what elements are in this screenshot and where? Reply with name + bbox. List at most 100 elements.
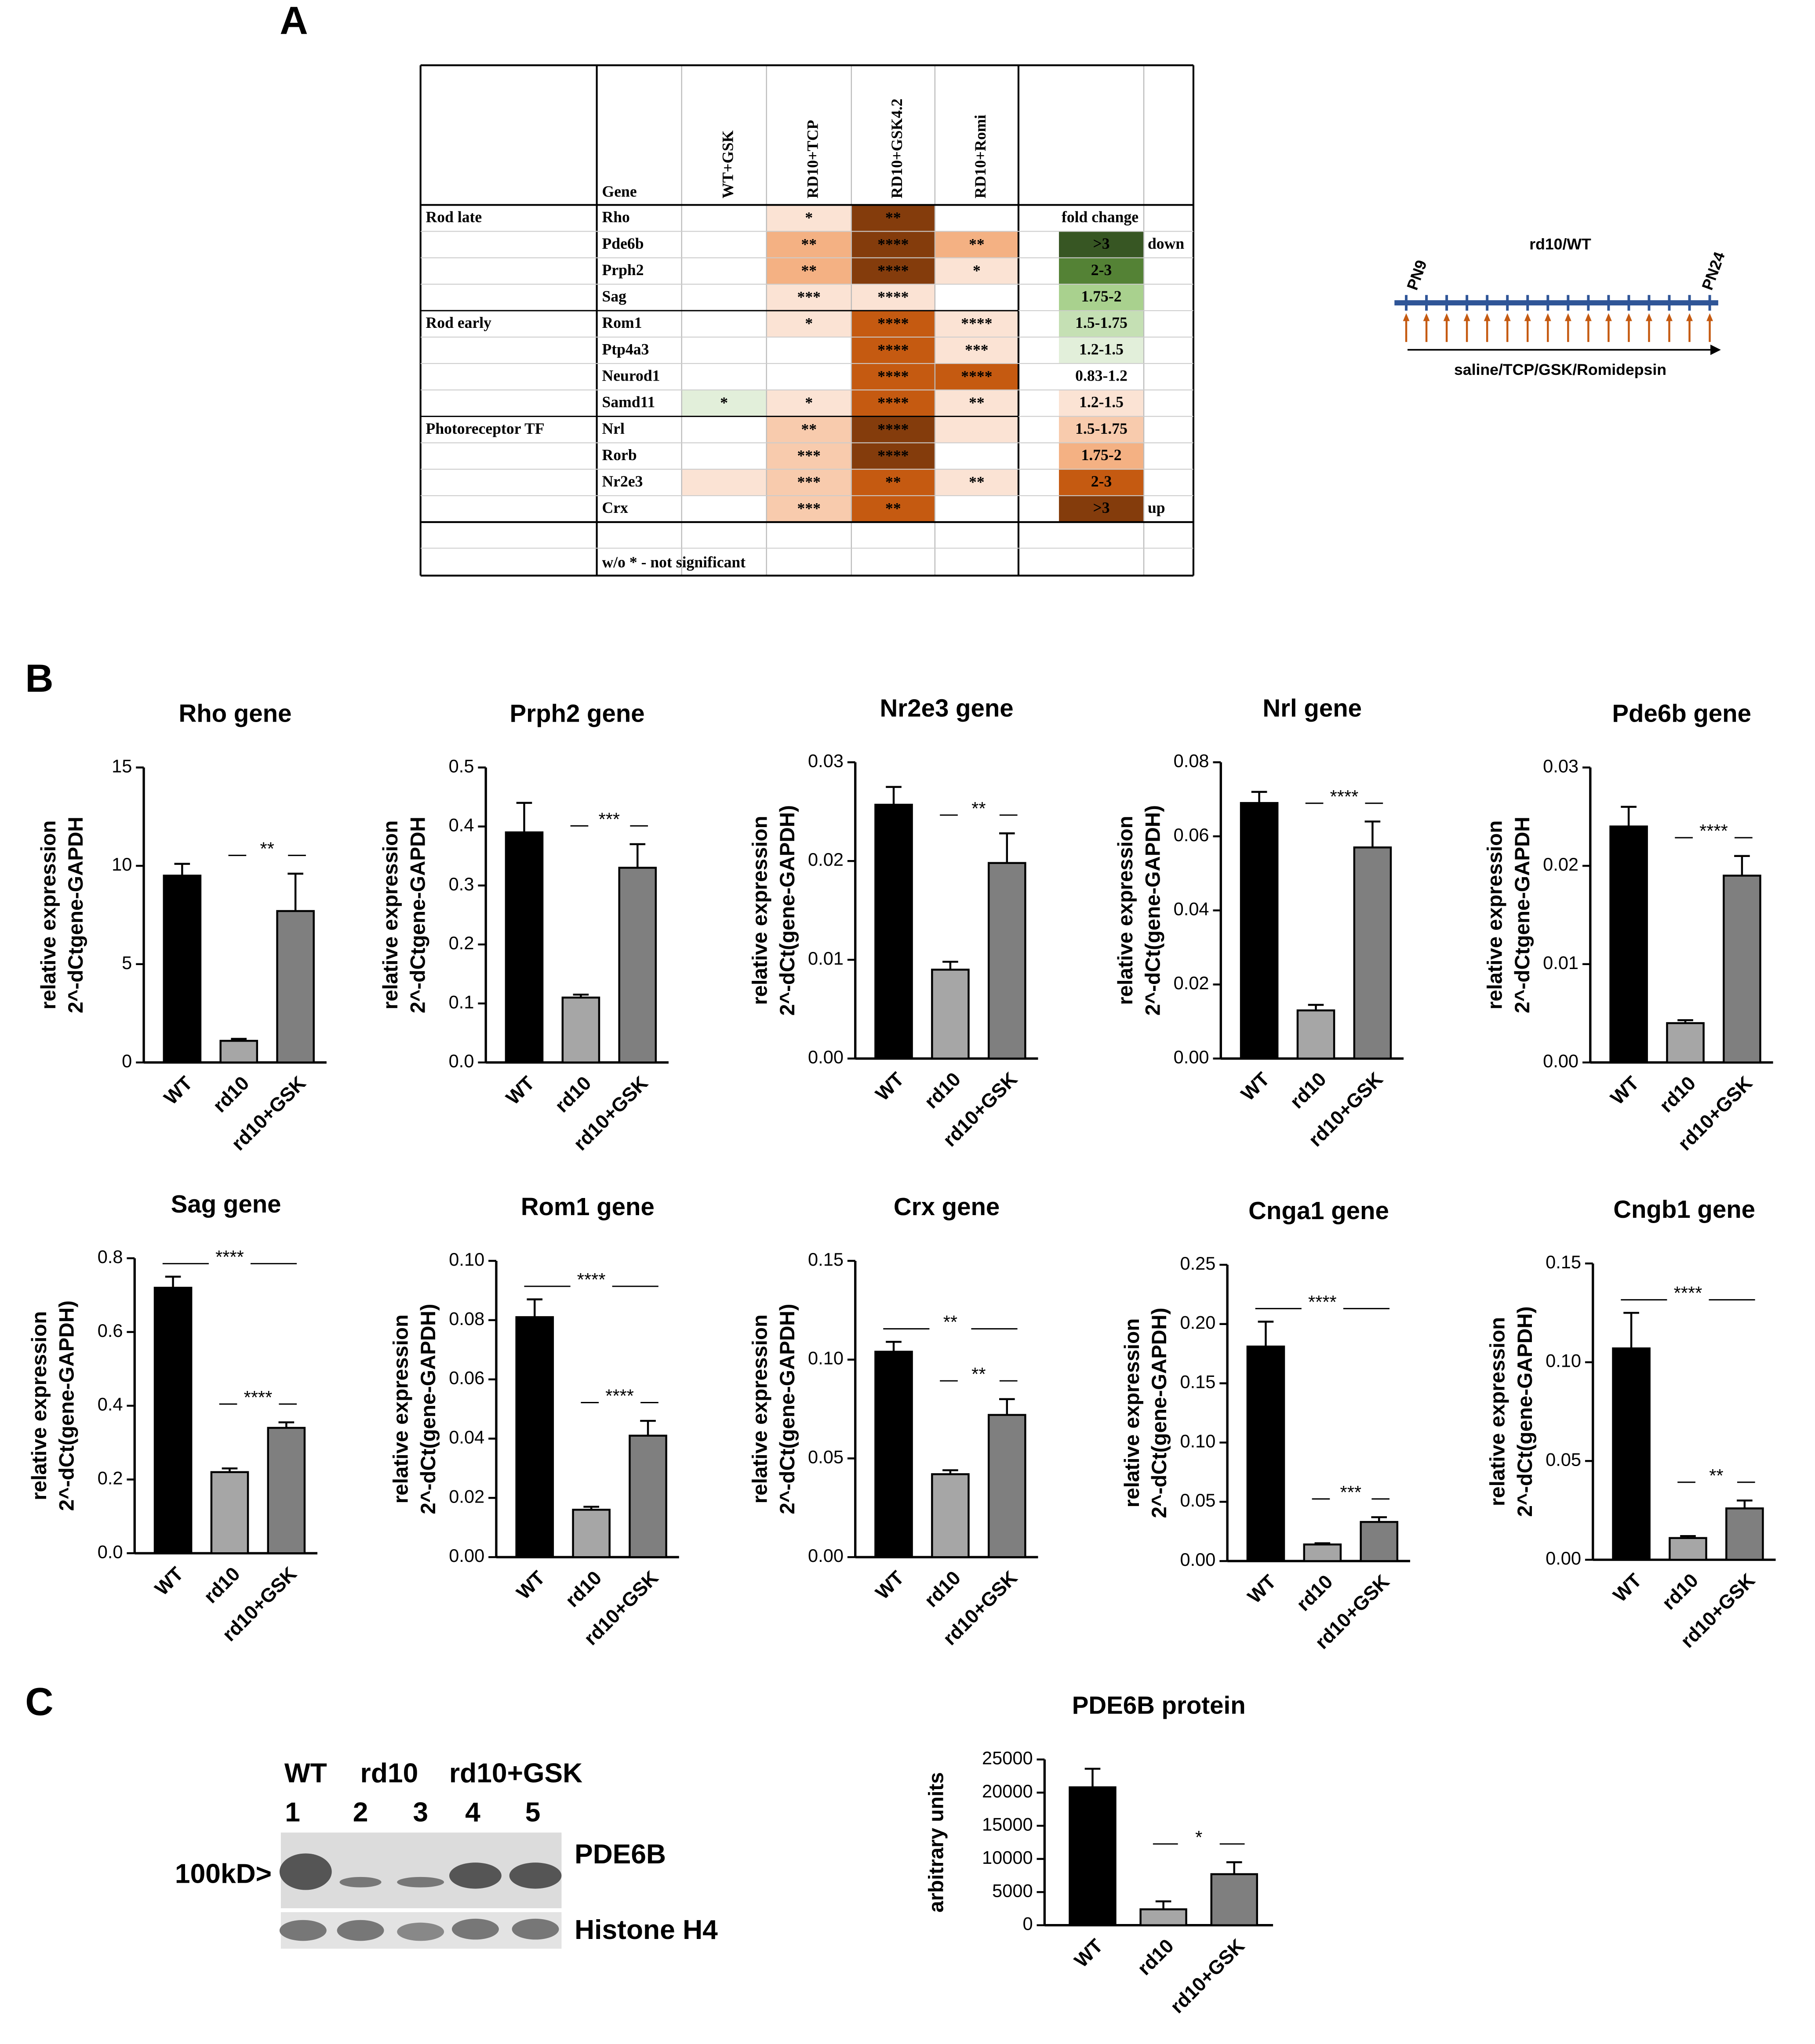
significance: *** bbox=[965, 341, 988, 359]
y-tick-label: 25000 bbox=[982, 1748, 1033, 1768]
y-tick-label: 0.1 bbox=[449, 991, 474, 1012]
x-tick-label: WT bbox=[502, 1072, 539, 1109]
legend-label: 1.2-1.5 bbox=[1079, 393, 1124, 411]
x-tick-label: rd10 bbox=[920, 1567, 965, 1612]
significance: *** bbox=[797, 500, 821, 517]
significance-label: * bbox=[1195, 1827, 1202, 1848]
table-cell bbox=[935, 310, 1018, 337]
bar bbox=[561, 996, 600, 1064]
legend-label: 1.75-2 bbox=[1081, 446, 1122, 464]
legend-swatch bbox=[1059, 258, 1144, 284]
injection-arrowhead bbox=[1484, 313, 1491, 321]
band bbox=[509, 1862, 562, 1889]
legend-label: 2-3 bbox=[1091, 472, 1112, 490]
significance-label: **** bbox=[577, 1269, 606, 1290]
bar bbox=[1723, 875, 1761, 1064]
bar-chart: Nr2e3 gene relative expression 2^-dCt(gene… bbox=[748, 694, 1038, 1151]
x-tick-label: rd10 bbox=[1658, 1569, 1702, 1614]
chart-title: Rho gene bbox=[178, 699, 291, 727]
y-tick-label: 10000 bbox=[982, 1847, 1033, 1868]
legend-label: 0.83-1.2 bbox=[1075, 367, 1128, 384]
legend-swatch bbox=[1059, 284, 1144, 311]
table-cell bbox=[935, 416, 1018, 443]
bar bbox=[515, 1316, 554, 1558]
table-footnote: w/o * - not significant bbox=[602, 553, 746, 571]
significance: **** bbox=[877, 341, 909, 359]
injection-arrowhead bbox=[1544, 313, 1551, 321]
y-tick-label: 0.02 bbox=[1174, 973, 1209, 993]
significance-label: ** bbox=[971, 798, 986, 819]
table-cell bbox=[935, 231, 1018, 258]
y-axis-label: relative expression bbox=[1484, 821, 1507, 1009]
y-tick-label: 0.3 bbox=[449, 874, 474, 894]
y-axis-label: relative expression bbox=[379, 821, 402, 1009]
bar-chart: Cnga1 gene relative expression 2^-dCt(gene… bbox=[1120, 1197, 1410, 1653]
table-cell bbox=[851, 390, 935, 417]
injection-arrowhead bbox=[1463, 313, 1470, 321]
table-cell bbox=[851, 258, 935, 284]
significance: ** bbox=[801, 235, 817, 253]
y-axis-label: 2^-dCt(gene-GAPDH) bbox=[1513, 1307, 1537, 1517]
band-label: Histone H4 bbox=[575, 1915, 718, 1945]
y-tick-label: 0.03 bbox=[1543, 755, 1579, 776]
y-axis-label: relative expression bbox=[28, 1311, 51, 1500]
lane-number: 3 bbox=[413, 1797, 428, 1828]
significance: **** bbox=[877, 261, 909, 279]
bar bbox=[988, 1414, 1026, 1558]
panel-label: B bbox=[25, 656, 53, 700]
y-tick-label: 0.02 bbox=[449, 1486, 484, 1507]
band bbox=[339, 1877, 382, 1888]
bar-chart: Pde6b gene relative expression 2^-dCtgene-… bbox=[1484, 699, 1773, 1155]
y-axis-label: 2^-dCt(gene-GAPDH) bbox=[417, 1304, 440, 1514]
y-tick-label: 0.0 bbox=[449, 1051, 474, 1071]
y-tick-label: 0.15 bbox=[1180, 1372, 1216, 1392]
y-tick-label: 0.00 bbox=[808, 1047, 844, 1067]
table-cell bbox=[681, 469, 767, 496]
y-tick-label: 0.05 bbox=[808, 1446, 844, 1467]
y-tick-label: 0.10 bbox=[808, 1348, 844, 1369]
y-tick-label: 0.00 bbox=[1180, 1549, 1216, 1570]
lane-number: 4 bbox=[465, 1797, 480, 1828]
table-cell bbox=[766, 310, 851, 337]
x-tick-label: rd10 bbox=[1655, 1072, 1700, 1117]
bar-chart: Rom1 gene relative expression 2^-dCt(gene-… bbox=[389, 1193, 679, 1649]
significance-label: *** bbox=[599, 809, 620, 829]
y-axis-label: 2^-dCt(gene-GAPDH) bbox=[55, 1300, 78, 1511]
y-tick-label: 0.06 bbox=[449, 1368, 484, 1388]
bar bbox=[874, 803, 913, 1060]
column-header: RD10+Romi bbox=[971, 115, 989, 199]
band-label: PDE6B bbox=[575, 1839, 666, 1870]
x-tick-label: WT bbox=[1237, 1068, 1274, 1105]
table-cell bbox=[766, 258, 851, 284]
gene-name: Prph2 bbox=[602, 261, 644, 279]
y-tick-label: 0.2 bbox=[98, 1467, 123, 1488]
significance-label: **** bbox=[244, 1387, 273, 1408]
band bbox=[397, 1877, 444, 1888]
band bbox=[512, 1918, 559, 1940]
legend-note: up bbox=[1148, 499, 1165, 516]
chart-title: Cngb1 gene bbox=[1613, 1195, 1755, 1223]
y-axis-label: 2^-dCt(gene-GAPDH) bbox=[1148, 1308, 1171, 1518]
table-cell bbox=[766, 469, 851, 496]
bar-chart: Nrl gene relative expression 2^-dCt(gene-G… bbox=[1114, 694, 1404, 1151]
bar-chart: Cngb1 gene relative expression 2^-dCt(gene… bbox=[1486, 1195, 1776, 1652]
x-tick-label: rd10 bbox=[551, 1072, 595, 1117]
chart-title: Rom1 gene bbox=[521, 1193, 655, 1220]
table-cell bbox=[681, 205, 767, 232]
significance: ** bbox=[969, 394, 985, 411]
gene-name: Nrl bbox=[602, 420, 625, 437]
y-tick-label: 5 bbox=[122, 952, 132, 973]
injection-arrowhead bbox=[1423, 313, 1430, 321]
band bbox=[397, 1922, 444, 1941]
bar-chart: Crx gene relative expression 2^-dCt(gene-G… bbox=[748, 1193, 1038, 1649]
y-tick-label: 0.10 bbox=[1546, 1351, 1581, 1371]
table-cell bbox=[935, 469, 1018, 496]
bar bbox=[1360, 1521, 1399, 1562]
bar bbox=[1069, 1786, 1117, 1926]
table-cell bbox=[681, 337, 767, 364]
timeline-end: PN24 bbox=[1699, 250, 1728, 293]
gene-name: Ptp4a3 bbox=[602, 340, 649, 358]
table-cell bbox=[766, 363, 851, 390]
table-cell bbox=[935, 443, 1018, 469]
column-header: WT+GSK bbox=[719, 130, 736, 198]
